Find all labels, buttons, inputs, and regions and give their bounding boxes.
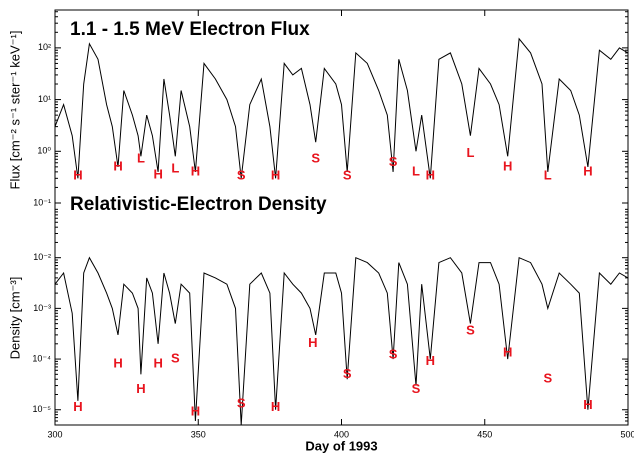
event-label: H [113,355,122,370]
event-label: H [503,345,512,360]
x-tick-label: 400 [334,429,349,439]
y-axis-label: Flux [cm⁻² s⁻¹ ster⁻¹ keV⁻¹] [7,31,22,190]
event-label: S [343,366,352,381]
plot-frame [54,9,629,426]
event-label: H [73,399,82,414]
event-label: H [153,355,162,370]
event-label: L [544,168,552,183]
event-label: S [237,395,246,410]
event-label: S [237,168,246,183]
event-label: H [271,399,280,414]
y-tick-label: 10⁻¹ [33,197,51,207]
event-label: H [426,353,435,368]
panel-title: 1.1 - 1.5 MeV Electron Flux [70,19,310,40]
event-label: S [343,168,352,183]
event-label: H [503,158,512,173]
event-label: S [171,350,180,365]
x-tick-label: 350 [191,429,206,439]
panel-title: Relativistic-Electron Density [70,194,327,215]
y-tick-label: 10⁻⁴ [32,353,51,363]
event-label: S [543,371,552,386]
data-line [54,256,629,426]
data-line [54,37,629,179]
event-label: H [73,168,82,183]
event-label: S [389,346,398,361]
event-label: L [412,163,420,178]
event-label: L [466,145,474,160]
x-tick-label: 300 [47,429,62,439]
event-label: H [308,335,317,350]
y-tick-label: 10⁻⁵ [33,404,52,414]
event-label: S [389,154,398,169]
event-label: L [171,161,179,176]
y-tick-label: 10⁻² [33,252,51,262]
event-label: L [137,151,145,166]
x-tick-label: 450 [477,429,492,439]
y-axis-label: Density [cm⁻³] [7,277,22,360]
event-label: H [426,168,435,183]
event-label: H [153,166,162,181]
event-label: H [191,403,200,418]
y-tick-label: 10⁰ [37,146,51,156]
y-tick-label: 10¹ [38,94,51,104]
event-label: S [412,381,421,396]
event-label: H [113,158,122,173]
y-tick-label: 10² [38,42,51,52]
event-label: S [311,151,320,166]
event-label: H [271,168,280,183]
event-label: H [583,163,592,178]
event-label: S [466,322,475,337]
x-axis-label: Day of 1993 [305,438,377,453]
event-label: H [583,397,592,412]
event-label: H [136,381,145,396]
x-tick-label: 500 [620,429,634,439]
y-tick-label: 10⁻³ [33,303,51,313]
event-label: H [191,163,200,178]
